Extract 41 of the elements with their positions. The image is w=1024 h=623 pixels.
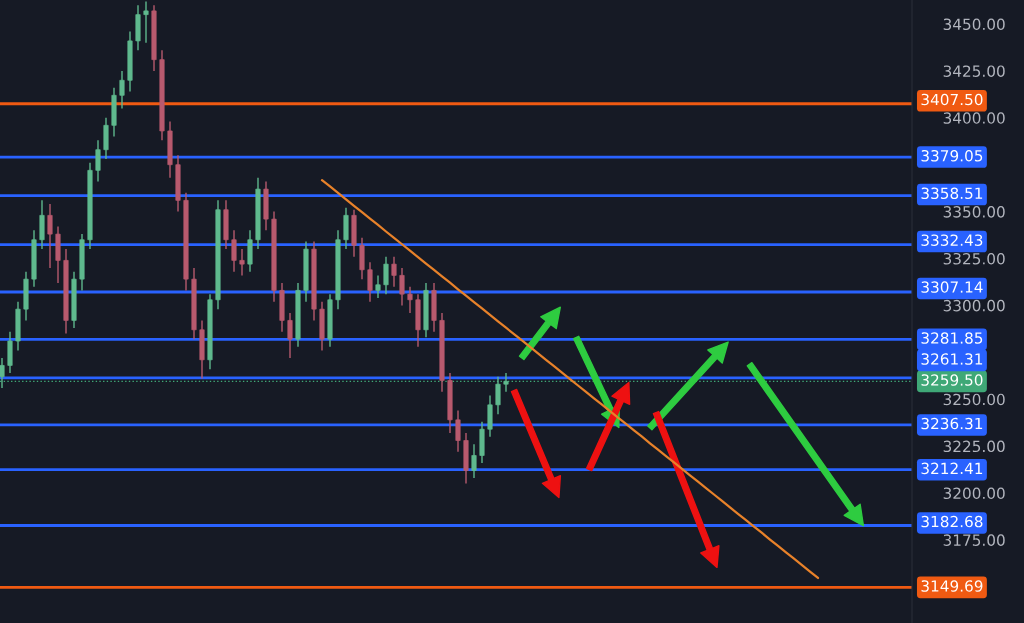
- candlestick: [375, 274, 381, 299]
- ref-line-label: 3281.85: [921, 332, 983, 344]
- ref-line-label: 3236.31: [921, 417, 983, 430]
- ref-line-label: 3358.51: [921, 187, 983, 200]
- candlestick: [119, 70, 125, 110]
- y-tick-label: 3450.00: [943, 18, 1005, 31]
- ref-line-label: 3332.43: [921, 234, 983, 246]
- ref-line-label: 3307.14: [921, 281, 983, 293]
- candlestick: [407, 285, 413, 314]
- ref-line-label: 3259.50: [921, 374, 983, 386]
- y-tick-label: 3300.00: [943, 299, 1005, 312]
- ref-line-label: 3379.05: [921, 149, 983, 162]
- ref-line-label: 3212.41: [921, 462, 983, 475]
- line-series: [320, 178, 820, 580]
- y-tick-label: 3200.00: [943, 487, 1005, 500]
- y-tick-label: 3350.00: [943, 206, 1005, 218]
- y-tick-label: 3400.00: [943, 112, 1005, 124]
- candlestick: [367, 261, 373, 303]
- candlestick: [503, 372, 509, 393]
- candlestick: [0, 357, 5, 389]
- legend-label: 3261.31: [921, 353, 983, 365]
- candlestick: [239, 248, 245, 277]
- candlestick: [383, 255, 389, 295]
- candlestick: [143, 0, 149, 44]
- y-tick-label: 3250.00: [943, 393, 1005, 406]
- candlestick: [471, 443, 477, 479]
- candlestick: [391, 255, 397, 288]
- candlestick: [287, 312, 293, 359]
- candlestick: [47, 203, 53, 269]
- y-tick-label: 3225.00: [943, 440, 1005, 453]
- ref-line-label: 3407.50: [921, 93, 983, 106]
- y-tick-label: 3425.00: [943, 65, 1005, 77]
- candlestick: [495, 375, 501, 415]
- candlestick: [231, 229, 237, 273]
- candlestick: [399, 267, 405, 307]
- candlestick: [95, 139, 101, 183]
- ref-line-label: 3182.68: [921, 515, 983, 528]
- y-tick-label: 3175.00: [943, 534, 1005, 546]
- y-tick-label: 3325.00: [943, 252, 1005, 265]
- candlestick: [455, 409, 461, 453]
- ref-line-label: 3149.69: [921, 580, 983, 592]
